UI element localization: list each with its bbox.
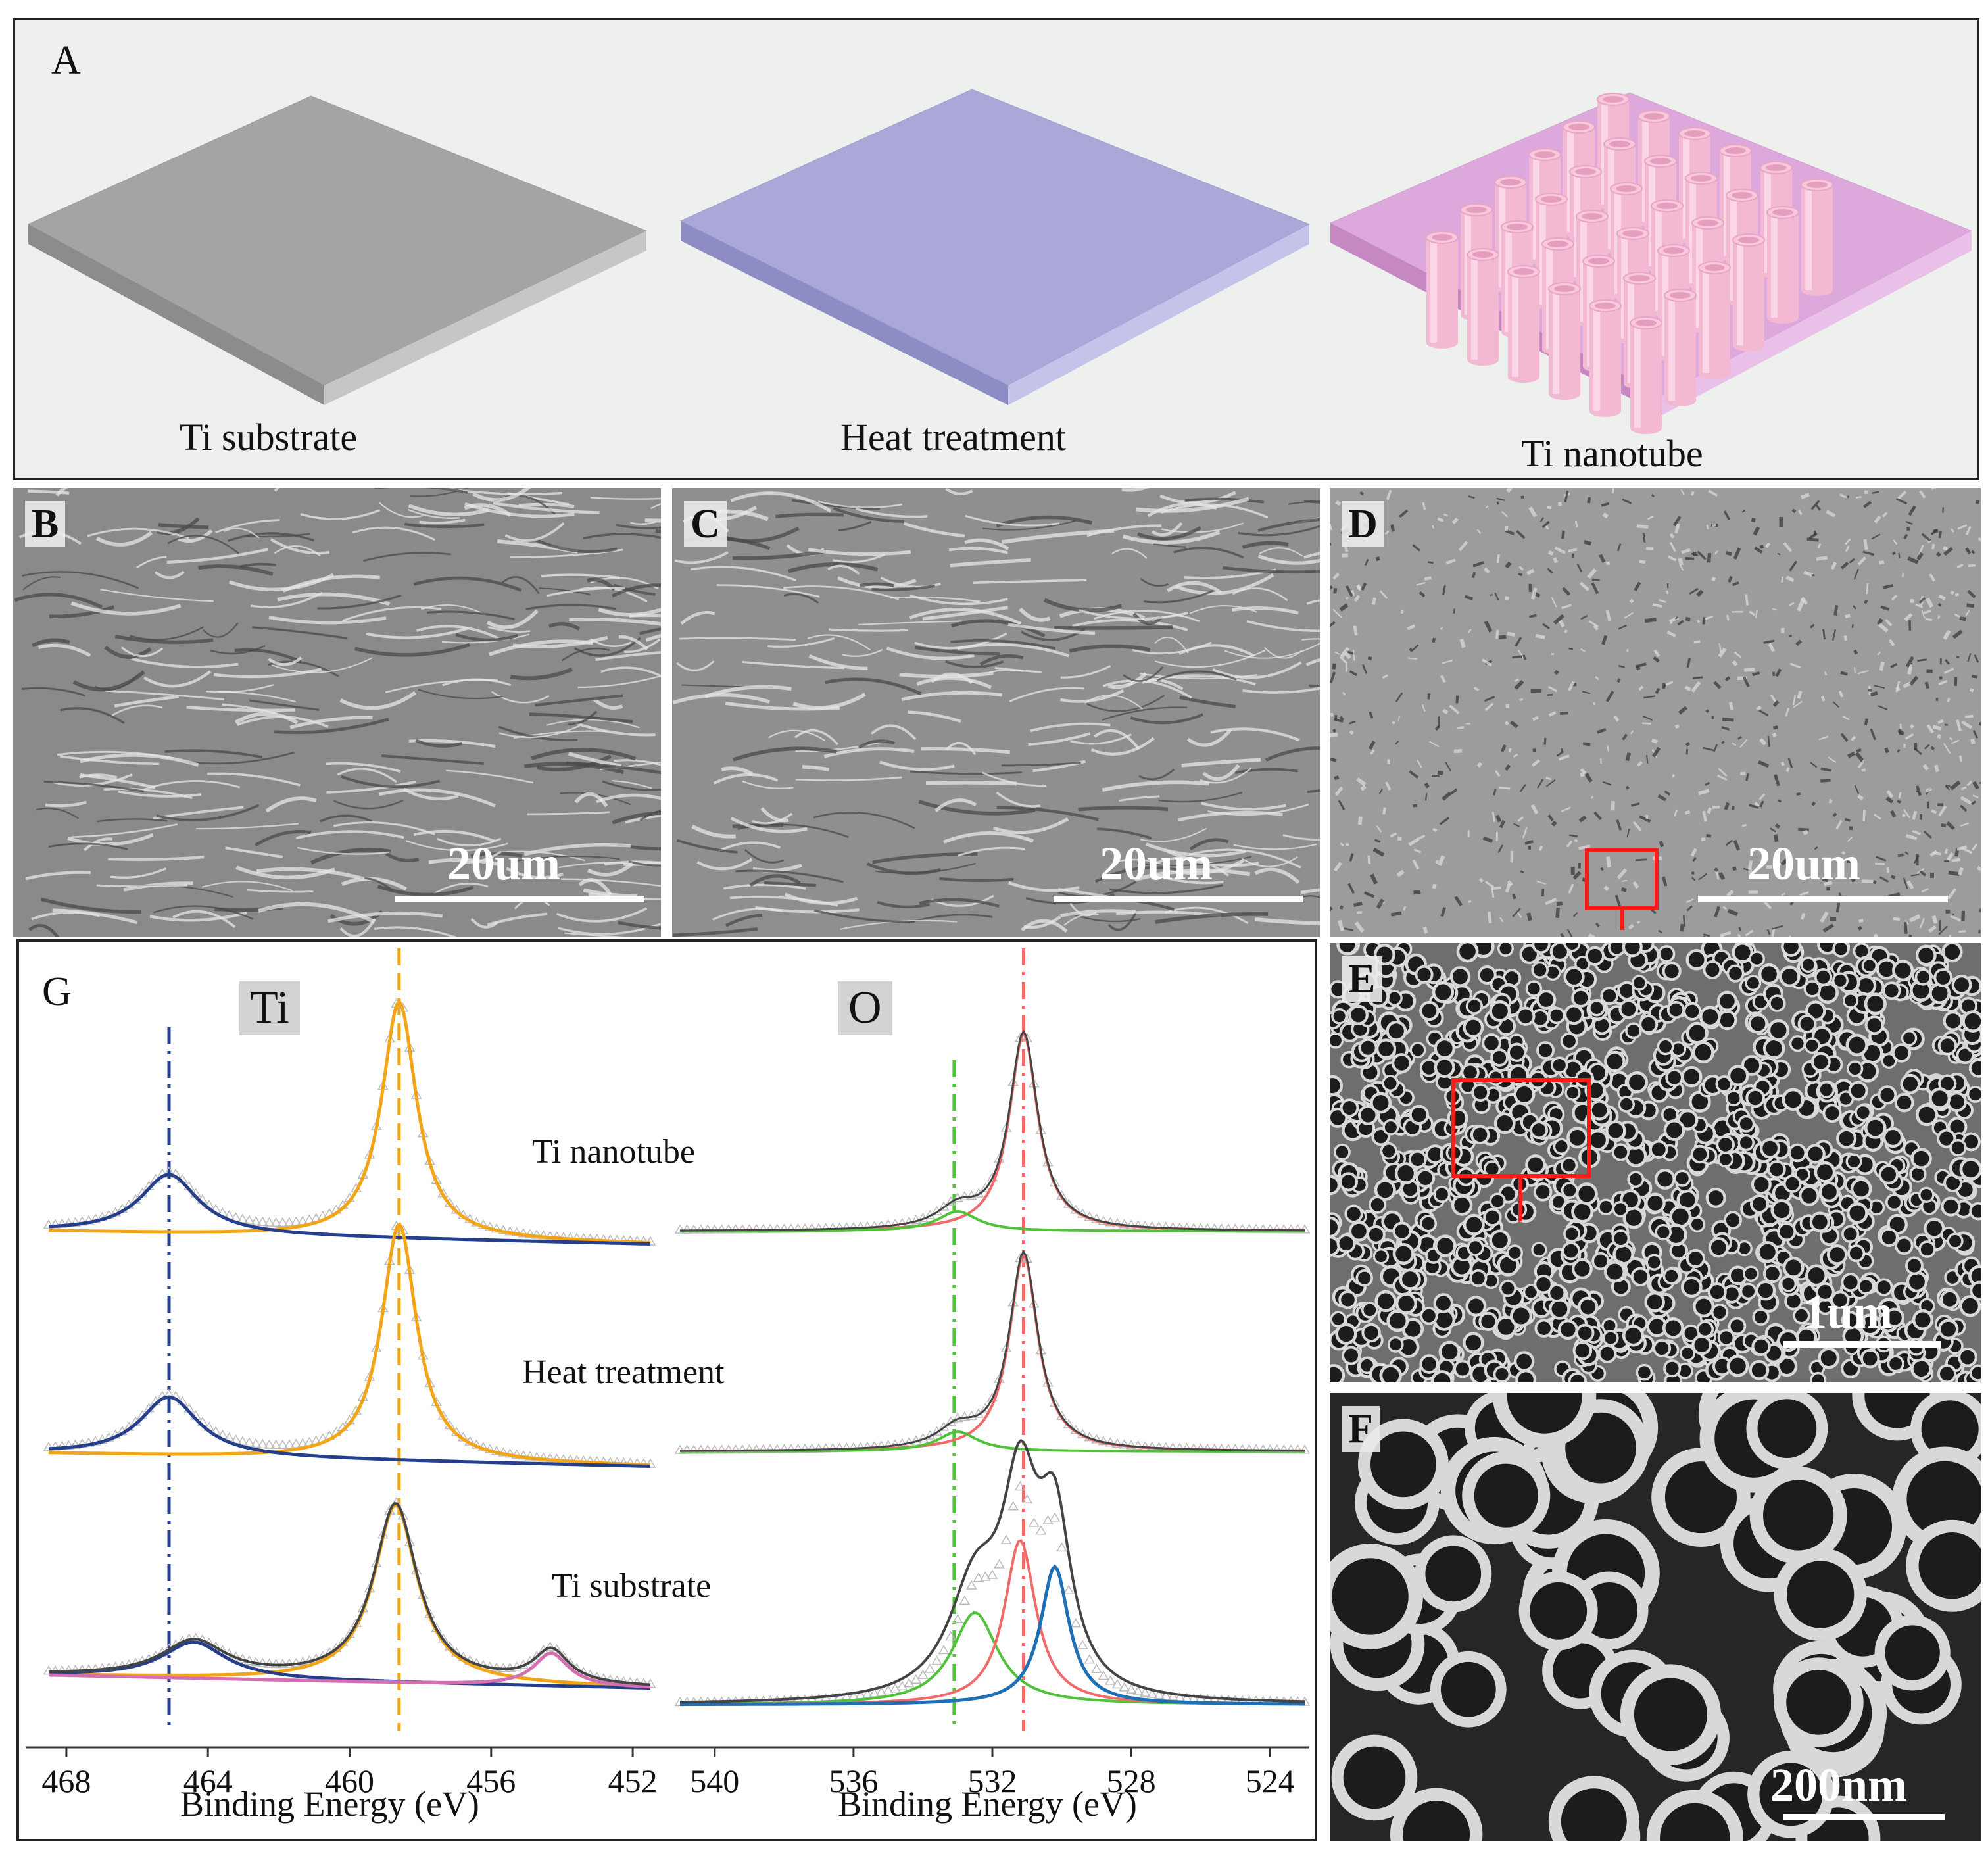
o-fit-third-2 bbox=[679, 1564, 1305, 1707]
scale-bar-d bbox=[1698, 896, 1948, 902]
o-envelope-2 bbox=[679, 1438, 1305, 1704]
ti-fit-2p3-1 bbox=[49, 1222, 651, 1467]
x-tick-label: 460 bbox=[325, 1763, 374, 1799]
curve-label-substrate: Ti substrate bbox=[552, 1567, 712, 1605]
curve-label-nanotube: Ti nanotube bbox=[532, 1133, 695, 1171]
zoom-region-box-e bbox=[1451, 1078, 1591, 1178]
o-envelope-0 bbox=[680, 1029, 1305, 1232]
schematic-illustration bbox=[27, 89, 1973, 434]
nanotube-cylinder bbox=[1630, 316, 1662, 434]
o-data-points-2 bbox=[674, 1481, 1311, 1707]
panel-a: A Ti substrate Heat treatment Ti nanotub… bbox=[13, 18, 1979, 480]
sem-panel-b: B 20um bbox=[13, 488, 661, 937]
sem-image-d bbox=[1330, 488, 1981, 937]
sem-image-b bbox=[14, 488, 661, 937]
xps-chart: 468 464 460 456 452 540 536 532 528 524 bbox=[26, 948, 1311, 1799]
x-tick-label: 528 bbox=[1107, 1763, 1156, 1799]
ti-data-points-2 bbox=[43, 1497, 656, 1688]
ti-data-points-1 bbox=[43, 1220, 656, 1468]
x-tick-label: 452 bbox=[608, 1763, 658, 1799]
scale-text-c: 20um bbox=[1100, 837, 1213, 890]
x-tick-label: 540 bbox=[690, 1763, 739, 1799]
panel-b-label: B bbox=[25, 501, 66, 547]
zoom-arrow-d bbox=[1620, 906, 1624, 930]
scale-bar-e bbox=[1783, 1341, 1941, 1348]
ti-fit-2p3-2 bbox=[48, 1503, 651, 1688]
o-data-points-0 bbox=[674, 1033, 1311, 1234]
sem-panel-d: D 20um bbox=[1330, 488, 1981, 937]
nanotube-cylinder bbox=[1664, 289, 1697, 406]
caption-ti-substrate: Ti substrate bbox=[180, 416, 358, 458]
caption-heat-treatment: Heat treatment bbox=[840, 416, 1066, 458]
nanotube-cylinder bbox=[1766, 206, 1799, 324]
o-fit-lattice-0 bbox=[680, 1031, 1305, 1232]
x-axis-label-o: Binding Energy (eV) bbox=[838, 1784, 1137, 1824]
ti-fit-2p1-1 bbox=[48, 1395, 651, 1468]
nanotube-cylinder bbox=[1589, 299, 1622, 417]
o-fit-lattice-2 bbox=[680, 1538, 1305, 1706]
sem-panel-f: F 200nm bbox=[1330, 1393, 1981, 1841]
caption-ti-nanotube: Ti nanotube bbox=[1521, 432, 1703, 475]
x-axis-label-ti: Binding Energy (eV) bbox=[180, 1784, 479, 1824]
sem-panel-c: C 20um bbox=[672, 488, 1320, 937]
ti-data-points-0 bbox=[43, 998, 656, 1246]
nanotube-cylinder bbox=[1467, 248, 1499, 366]
nanotube-cylinder bbox=[1426, 231, 1459, 349]
scale-text-e: 1um bbox=[1803, 1286, 1893, 1338]
x-tick-label: 468 bbox=[41, 1763, 91, 1799]
panel-c-label: C bbox=[684, 501, 727, 547]
element-o-box: O bbox=[838, 981, 892, 1035]
ti-fit-2p3-0 bbox=[49, 1000, 651, 1244]
o-fit-oh-2 bbox=[679, 1611, 1305, 1705]
o-data-points-1 bbox=[674, 1253, 1311, 1454]
ti-fit-2p1-0 bbox=[48, 1173, 651, 1246]
ti-fit-2p1-2 bbox=[49, 1640, 651, 1690]
scale-bar-f bbox=[1783, 1814, 1945, 1820]
curve-label-heat: Heat treatment bbox=[522, 1353, 725, 1391]
o-envelope-1 bbox=[680, 1250, 1305, 1452]
scale-text-f: 200nm bbox=[1770, 1759, 1908, 1811]
scale-bar-b bbox=[395, 896, 644, 902]
o-fit-lattice-1 bbox=[680, 1252, 1305, 1453]
sem-image-c bbox=[672, 488, 1320, 937]
nanotube-cylinder bbox=[1507, 265, 1540, 383]
scale-text-d: 20um bbox=[1747, 837, 1861, 890]
x-tick-label: 464 bbox=[183, 1763, 233, 1799]
zoom-arrow-e bbox=[1518, 1174, 1522, 1221]
x-tick-label: 456 bbox=[466, 1763, 516, 1799]
x-tick-label: 532 bbox=[968, 1763, 1017, 1799]
panel-d-label: D bbox=[1342, 501, 1384, 547]
zoom-region-box-d bbox=[1585, 848, 1659, 910]
nanotube-cylinder bbox=[1698, 261, 1731, 379]
panel-e-label: E bbox=[1342, 956, 1382, 1002]
sem-image-f bbox=[1330, 1393, 1981, 1841]
element-ti-box: Ti bbox=[239, 981, 300, 1035]
scale-text-b: 20um bbox=[447, 837, 561, 890]
nanotube-cylinder bbox=[1732, 233, 1765, 351]
panel-g: G Ti O Ti nanotube Heat treatment Ti sub… bbox=[16, 939, 1317, 1841]
ti-envelope-2 bbox=[49, 1501, 651, 1686]
nanotube-cylinder bbox=[1801, 178, 1833, 296]
o-fit-oh-0 bbox=[680, 1209, 1305, 1232]
panel-f-label: F bbox=[1342, 1406, 1380, 1452]
nanotube-array bbox=[1426, 93, 1833, 434]
panel-a-label: A bbox=[51, 38, 81, 83]
x-tick-label: 524 bbox=[1246, 1763, 1295, 1799]
x-tick-label: 536 bbox=[829, 1763, 878, 1799]
scale-bar-c bbox=[1054, 896, 1303, 902]
ti-fit-metal-2 bbox=[48, 1651, 651, 1689]
sem-image-e bbox=[1330, 943, 1981, 1382]
sem-panel-e: E 1um bbox=[1330, 943, 1981, 1382]
nanotube-cylinder bbox=[1548, 282, 1581, 400]
panel-g-label: G bbox=[42, 969, 72, 1014]
